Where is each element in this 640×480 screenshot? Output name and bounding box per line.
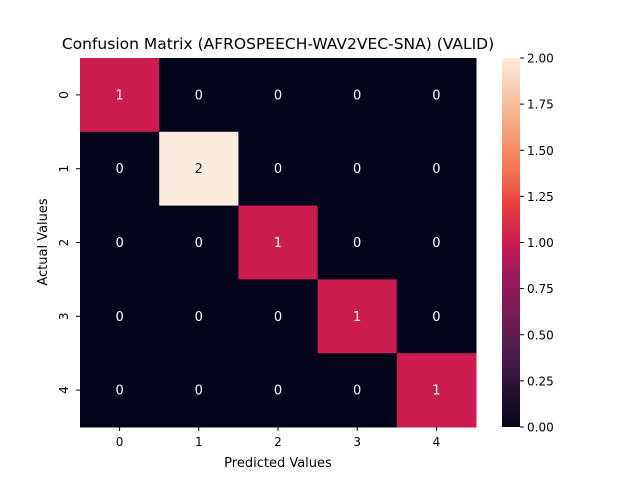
- cell-annotation: 0: [115, 162, 123, 177]
- cell-annotation: 1: [432, 384, 440, 399]
- cell-annotation: 0: [195, 384, 203, 399]
- heatmap-cell: [80, 131, 160, 207]
- heatmap-cell: [238, 58, 319, 133]
- heatmap-cell: [159, 353, 239, 428]
- y-tick-label: 2: [57, 239, 71, 247]
- cell-annotation: 0: [353, 162, 361, 177]
- colorbar-tick-label: 2.00: [527, 52, 554, 66]
- colorbar-tick-label: 1.00: [527, 236, 554, 250]
- chart-title: Confusion Matrix (AFROSPEECH-WAV2VEC-SNA…: [62, 35, 494, 53]
- cell-annotation: 0: [115, 384, 123, 399]
- colorbar: [502, 58, 520, 427]
- x-tick-label: 4: [433, 435, 441, 449]
- cell-annotation: 0: [195, 88, 203, 103]
- y-axis-ticks: 0 1 2 3 4: [57, 91, 80, 394]
- cell-annotation: 0: [432, 88, 440, 103]
- cell-annotation: 0: [353, 236, 361, 251]
- x-tick-label: 0: [116, 435, 124, 449]
- cell-annotation: 0: [195, 236, 203, 251]
- cell-annotation: 0: [115, 236, 123, 251]
- cell-annotation: 0: [274, 88, 282, 103]
- heatmap-cell: [317, 279, 398, 354]
- y-tick-label: 4: [57, 386, 71, 394]
- heatmap-cell: [396, 353, 477, 428]
- x-tick-label: 3: [353, 435, 361, 449]
- y-tick-label: 1: [57, 165, 71, 173]
- heatmap-cell: [238, 279, 319, 354]
- cell-annotation: 0: [115, 310, 123, 325]
- cell-annotation: 1: [274, 236, 282, 251]
- heatmap-cells: 1 0 0 0 0 0 2 0 0 0 0 0 1 0 0 0 0 0 1 0 0 0 0 0 1: [80, 58, 477, 428]
- colorbar-tick-label: 1.25: [527, 190, 554, 204]
- cell-annotation: 2: [195, 162, 203, 177]
- heatmap-cell: [396, 131, 477, 207]
- cell-annotation: 0: [274, 384, 282, 399]
- cell-annotation: 0: [353, 384, 361, 399]
- heatmap-cell: [80, 353, 160, 428]
- heatmap-cell: [80, 58, 160, 133]
- y-tick-label: 3: [57, 312, 71, 320]
- cell-annotation: 0: [432, 162, 440, 177]
- cell-annotation: 0: [432, 236, 440, 251]
- heatmap-cell: [317, 131, 398, 207]
- heatmap-cell: [159, 205, 239, 280]
- cell-annotation: 1: [115, 88, 123, 103]
- heatmap-cell: [317, 205, 398, 280]
- heatmap-cell: [396, 279, 477, 354]
- heatmap-cell: [396, 205, 477, 280]
- heatmap-cell: [80, 279, 160, 354]
- x-tick-label: 2: [274, 435, 282, 449]
- heatmap-cell: [238, 353, 319, 428]
- colorbar-tick-label: 1.50: [527, 144, 554, 158]
- cell-annotation: 0: [274, 162, 282, 177]
- heatmap-cell: [238, 131, 319, 207]
- y-axis-label: Actual Values: [36, 198, 51, 286]
- heatmap-cell: [317, 353, 398, 428]
- heatmap-cell: [159, 58, 239, 133]
- colorbar-tick-label: 0.50: [527, 328, 554, 342]
- colorbar-tick-label: 0.25: [527, 374, 554, 388]
- cell-annotation: 0: [353, 88, 361, 103]
- y-tick-label: 0: [57, 91, 71, 99]
- cell-annotation: 1: [353, 310, 361, 325]
- colorbar-tick-label: 0.75: [527, 282, 554, 296]
- cell-annotation: 0: [432, 310, 440, 325]
- colorbar-tick-label: 0.00: [527, 421, 554, 435]
- cell-annotation: 0: [195, 310, 203, 325]
- heatmap-cell: [317, 58, 398, 133]
- heatmap-cell: [396, 58, 477, 133]
- heatmap-cell: [80, 205, 160, 280]
- heatmap-cell: [238, 205, 319, 280]
- cell-annotation: 0: [274, 310, 282, 325]
- heatmap-cell: [159, 131, 239, 207]
- x-axis-label: Predicted Values: [224, 456, 332, 471]
- colorbar-tick-label: 1.75: [527, 98, 554, 112]
- x-axis-ticks: 0 1 2 3 4: [116, 427, 440, 449]
- heatmap-cell: [159, 279, 239, 354]
- colorbar-ticks: 0.00 0.25 0.50 0.75 1.00 1.25 1.50 1.75 2.00: [520, 52, 554, 435]
- x-tick-label: 1: [195, 435, 203, 449]
